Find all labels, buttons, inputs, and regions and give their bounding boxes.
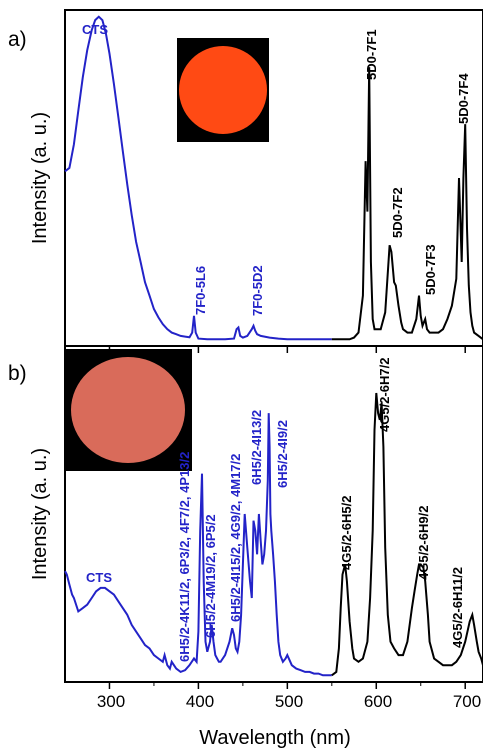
- x-axis-label: Wavelength (nm): [199, 727, 351, 749]
- b-g-h112-label: 4G5/2-6H11/2: [450, 567, 465, 648]
- xtick-label-700: 700: [453, 692, 481, 711]
- b-h-i15-label: 6H5/2-4I15/2, 4G9/2, 4M17/2: [228, 454, 243, 622]
- b-h-k-label: 6H5/2-4K11/2, 6P3/2, 4F7/2, 4P13/2: [177, 452, 192, 662]
- panel-a-emission-line: [331, 67, 483, 341]
- a-d0f3-label: 5D0-7F3: [423, 244, 438, 295]
- b-h-i9-label: 6H5/2-4I9/2: [275, 420, 290, 488]
- b-g-h52-label: 4G5/2-6H5/2: [339, 496, 354, 570]
- a-f0l6-label: 7F0-5L6: [193, 266, 208, 315]
- panel-a-ylabel: Intensity (a. u.): [29, 112, 51, 244]
- b-cts-label: CTS: [86, 570, 112, 585]
- b-h-i13-label: 6H5/2-4I13/2: [249, 410, 264, 485]
- panel-b-frame: [64, 345, 483, 683]
- photo-a-disc: [179, 46, 267, 134]
- photo-inset-a: [177, 38, 269, 142]
- panel-b-emission-line: [331, 392, 483, 677]
- panel-a-plot: [64, 15, 483, 341]
- xtick-label-600: 600: [364, 692, 392, 711]
- x-ticks: [108, 346, 466, 689]
- a-cts-label: CTS: [82, 22, 108, 37]
- panel-a-excitation-line: [64, 15, 332, 341]
- photo-inset-b: [66, 349, 192, 471]
- a-f0d2-label: 7F0-5D2: [250, 265, 265, 316]
- xtick-label-500: 500: [275, 692, 303, 711]
- photo-b-disc: [71, 357, 185, 463]
- b-g-h92-label: 4G5/2-6H9/2: [416, 506, 431, 580]
- panel-a-label: a): [8, 28, 27, 51]
- b-h-m-label: 6H5/2-4M19/2, 6P5/2: [203, 514, 218, 638]
- panel-b-plot: [64, 392, 483, 677]
- a-d0f4-label: 5D0-7F4: [456, 73, 471, 124]
- panel-b-excitation-line: [64, 413, 332, 677]
- a-d0f2-label: 5D0-7F2: [390, 187, 405, 238]
- xtick-label-300: 300: [97, 692, 125, 711]
- xtick-label-400: 400: [186, 692, 214, 711]
- panel-a-frame: [64, 9, 483, 347]
- panel-b-label: b): [8, 362, 27, 385]
- b-g-h72-label: 4G5/2-6H7/2: [377, 358, 392, 432]
- panel-b-ylabel: Intensity (a. u.): [29, 448, 51, 580]
- a-d0f1-label: 5D0-7F1: [364, 29, 379, 80]
